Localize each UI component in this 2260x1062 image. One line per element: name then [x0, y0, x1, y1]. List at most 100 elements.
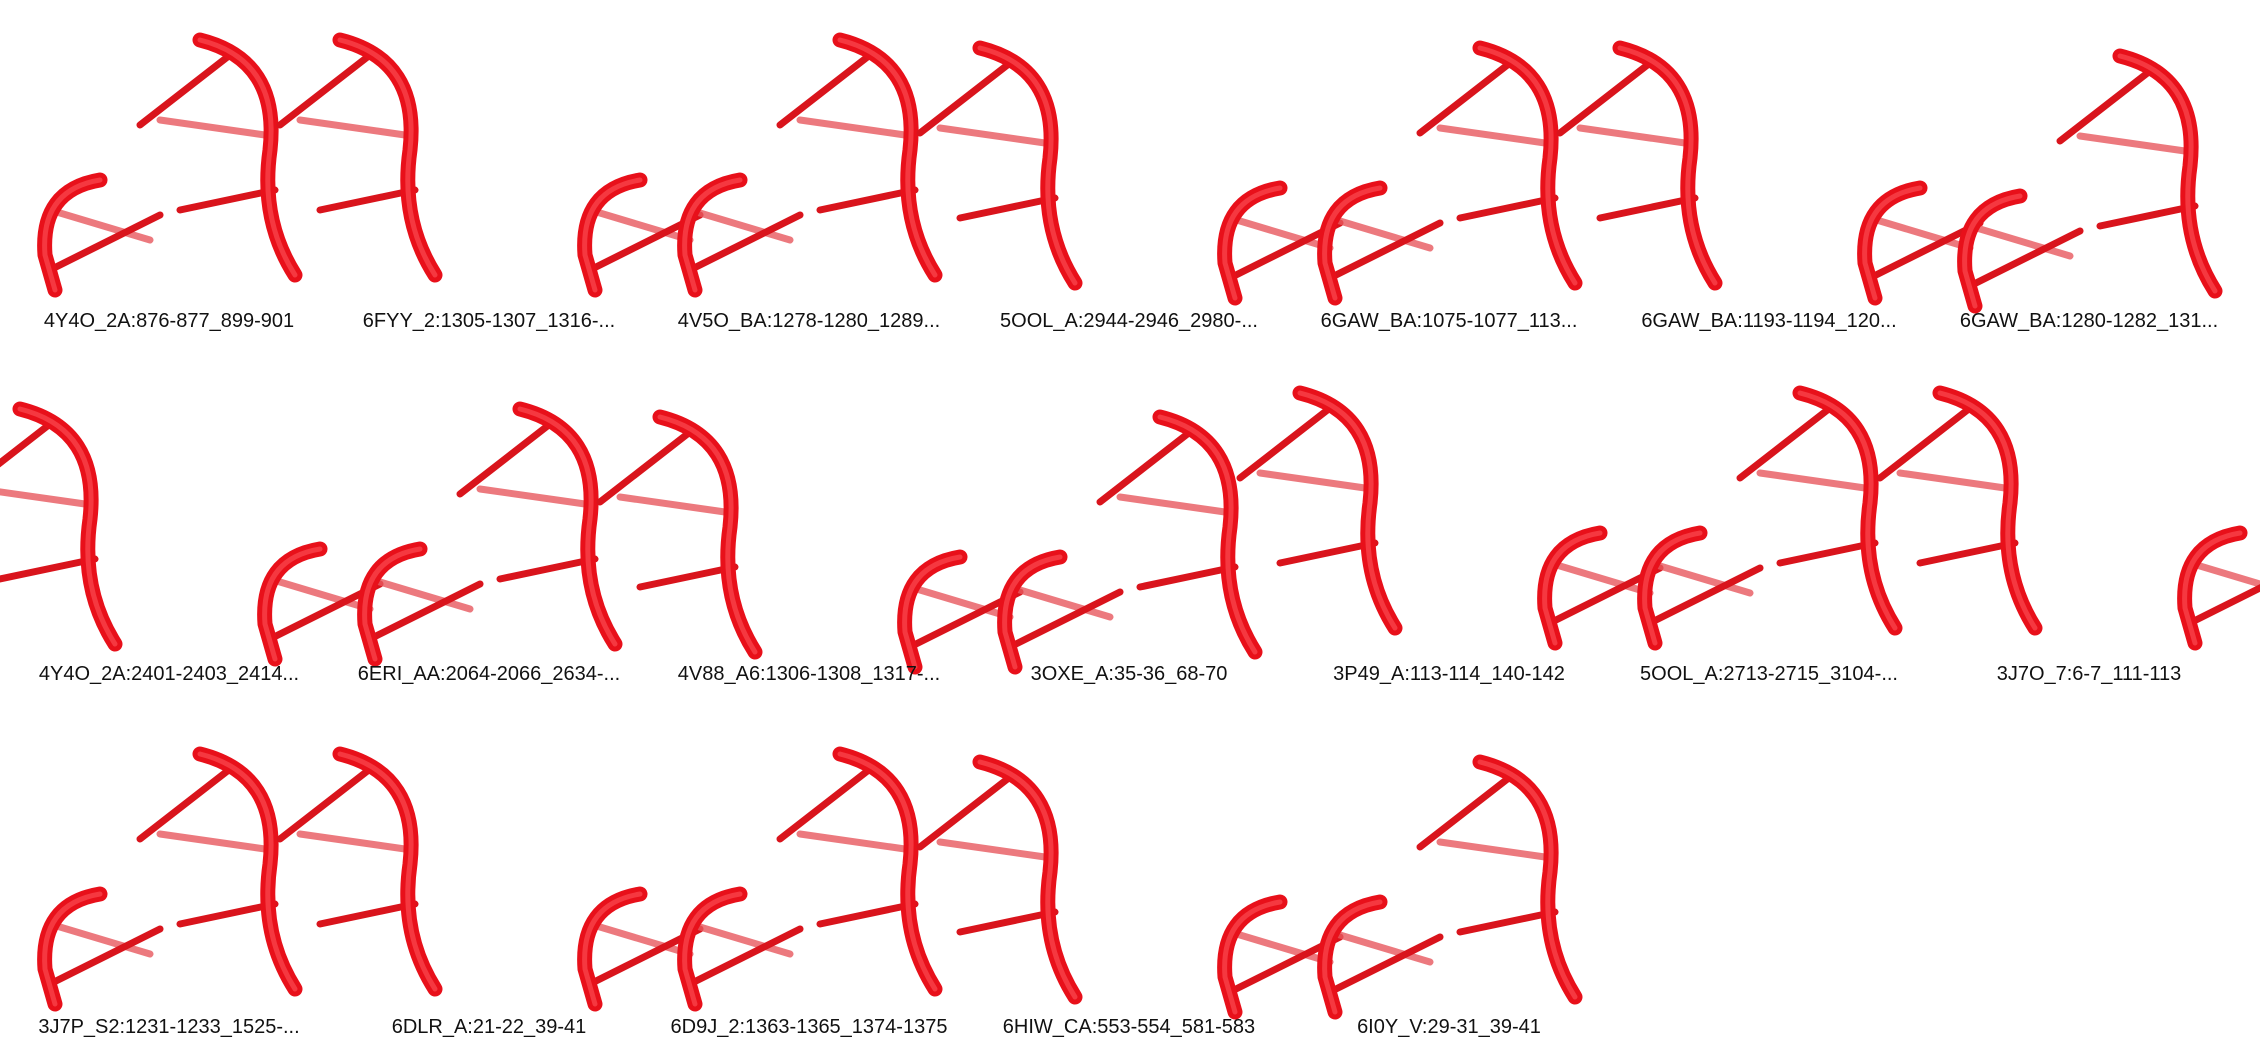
motif-tile[interactable]: 6FYY_2:1305-1307_1316-... — [276, 10, 704, 356]
base-pair-rung — [906, 583, 1014, 621]
base-pair-rung — [1416, 59, 1514, 137]
motif-tile[interactable]: 6DLR_A:21-22_39-41 — [276, 716, 704, 1062]
motif-tile[interactable]: 6D9J_2:1363-1365_1374-1375 — [650, 716, 968, 1062]
motif-label: 6DLR_A:21-22_39-41 — [391, 1016, 587, 1038]
backbone-highlight — [977, 759, 1078, 1000]
base-pair-rung — [1966, 227, 2084, 290]
motif-structure-image — [677, 32, 943, 298]
motif-label: 6GAW_BA:1075-1077_113... — [1320, 310, 1578, 332]
base-pair-rung — [956, 194, 1059, 222]
backbone-strand — [1472, 754, 1583, 1005]
backbone-highlight — [197, 37, 298, 278]
motif-structure-image — [37, 746, 303, 1012]
base-pair-rung — [1646, 564, 1764, 627]
backbone-highlight — [2182, 530, 2243, 646]
backbone-strand — [897, 549, 968, 675]
base-pair-rung — [176, 900, 279, 928]
motif-tile[interactable]: 3P49_A:113-114_140-142 — [1236, 363, 1664, 709]
base-pair-rung — [586, 920, 694, 958]
backbone-strand — [192, 32, 303, 283]
motif-label: 3P49_A:113-114_140-142 — [1333, 663, 1565, 685]
backbone-strand — [37, 172, 108, 298]
backbone-highlight — [1797, 390, 1898, 631]
base-pair-rung — [0, 420, 54, 468]
motif-tile[interactable]: 5OOL_A:2713-2715_3104-... — [1610, 363, 1928, 709]
backbone-highlight — [1222, 185, 1283, 301]
backbone-highlight — [337, 751, 438, 992]
motif-tile[interactable]: 6GAW_BA:1075-1077_113... — [1290, 10, 1608, 356]
motif-tile[interactable]: 5OOL_A:2944-2946_2980-... — [916, 10, 1344, 356]
backbone-highlight — [517, 406, 618, 647]
base-pair-rung — [1006, 588, 1124, 651]
motif-tile[interactable]: 4Y4O_2A:876-877_899-901 — [10, 10, 328, 356]
motif-tile[interactable]: 4V5O_BA:1278-1280_1289... — [650, 10, 968, 356]
motif-structure-image — [916, 40, 1344, 306]
motif-structure-image — [0, 401, 384, 667]
base-pair-rung — [0, 488, 89, 508]
base-pair-rung — [816, 900, 919, 928]
motif-label: 3J7O_7:6-7_111-113 — [1996, 663, 2182, 685]
base-pair-rung — [1236, 404, 1334, 482]
backbone-strand — [332, 746, 443, 997]
backbone-strand — [512, 401, 623, 652]
base-pair-rung — [2076, 132, 2189, 155]
backbone-strand — [192, 746, 303, 997]
base-pair-rung — [1776, 539, 1879, 567]
base-pair-rung — [46, 206, 154, 244]
motif-structure-image — [596, 409, 1024, 675]
motif-label: 4Y4O_2A:2401-2403_2414... — [38, 663, 300, 685]
backbone-strand — [1217, 180, 1288, 306]
motif-tile[interactable]: 6GAW_BA:1280-1282_131... — [1930, 10, 2248, 356]
base-pair-rung — [1436, 838, 1549, 861]
base-pair-rung — [366, 580, 484, 643]
motif-label: 6ERI_AA:2064-2066_2634-... — [357, 663, 621, 685]
backbone-strand — [1317, 894, 1388, 1020]
backbone-highlight — [262, 546, 323, 662]
base-pair-rung — [916, 59, 1014, 137]
motif-tile[interactable]: 3OXE_A:35-36_68-70 — [970, 363, 1288, 709]
base-pair-rung — [2056, 67, 2154, 145]
base-pair-rung — [1596, 194, 1699, 222]
motif-tile[interactable]: 3J7P_S2:1231-1233_1525-... — [10, 716, 328, 1062]
motif-structure-image — [677, 746, 943, 1012]
base-pair-rung — [936, 124, 1049, 147]
base-pair-rung — [296, 116, 409, 139]
base-pair-rung — [1916, 539, 2019, 567]
motif-tile[interactable]: 6HIW_CA:553-554_581-583 — [916, 716, 1344, 1062]
motif-tile[interactable]: 4Y4O_2A:2401-2403_2414... — [0, 363, 384, 709]
backbone-highlight — [362, 546, 423, 662]
base-pair-rung — [136, 51, 234, 129]
motif-structure-image — [997, 409, 1263, 675]
motif-tile[interactable]: 4V88_A6:1306-1308_1317-... — [596, 363, 1024, 709]
backbone-strand — [677, 172, 748, 298]
backbone-highlight — [337, 37, 438, 278]
base-pair-rung — [496, 555, 599, 583]
backbone-highlight — [197, 751, 298, 992]
motif-tile[interactable]: 3J7O_7:6-7_111-113 — [1876, 363, 2260, 709]
base-pair-rung — [1876, 404, 1974, 482]
motif-label: 4Y4O_2A:876-877_899-901 — [43, 310, 295, 332]
motif-label: 6HIW_CA:553-554_581-583 — [1002, 1016, 1256, 1038]
motif-tile[interactable]: 6I0Y_V:29-31_39-41 — [1290, 716, 1608, 1062]
backbone-highlight — [1477, 759, 1578, 1000]
base-pair-rung — [46, 925, 164, 988]
backbone-strand — [1317, 180, 1388, 306]
motif-label: 3J7P_S2:1231-1233_1525-... — [38, 1016, 300, 1038]
backbone-highlight — [657, 414, 758, 655]
motif-tile[interactable]: 6GAW_BA:1193-1194_120... — [1556, 10, 1984, 356]
backbone-highlight — [1322, 185, 1383, 301]
motif-tile[interactable]: 6ERI_AA:2064-2066_2634-... — [330, 363, 648, 709]
base-pair-rung — [1966, 222, 2074, 260]
backbone-highlight — [1862, 185, 1923, 301]
base-pair-rung — [316, 186, 419, 214]
motif-label: 6FYY_2:1305-1307_1316-... — [362, 310, 616, 332]
base-pair-rung — [586, 206, 694, 244]
base-pair-rung — [296, 830, 409, 853]
motif-structure-image — [1876, 385, 2260, 651]
backbone-strand — [832, 746, 943, 997]
motif-structure-image — [1317, 40, 1583, 306]
base-pair-rung — [1456, 908, 1559, 936]
backbone-strand — [1217, 894, 1288, 1020]
backbone-strand — [1637, 525, 1708, 651]
base-pair-rung — [456, 420, 554, 498]
